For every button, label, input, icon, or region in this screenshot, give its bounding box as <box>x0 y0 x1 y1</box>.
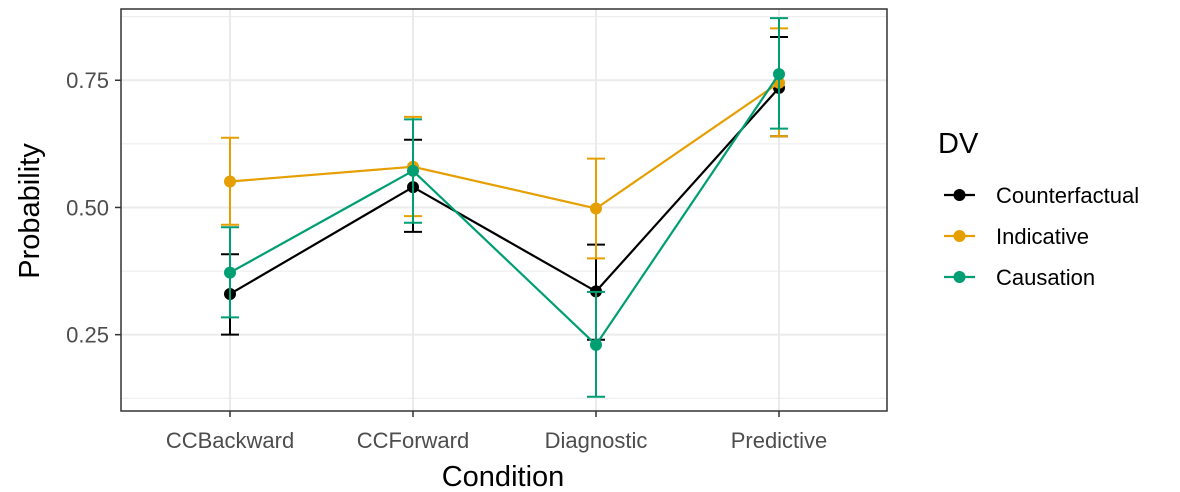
legend-label: Counterfactual <box>996 183 1139 208</box>
data-point <box>590 202 602 215</box>
x-tick-label: Predictive <box>731 428 828 453</box>
y-tick-label: 0.25 <box>66 323 109 348</box>
x-tick-label: Diagnostic <box>545 428 648 453</box>
data-point <box>590 338 602 351</box>
legend-key-point <box>953 230 966 242</box>
series-line <box>229 81 780 210</box>
series-line <box>229 87 780 295</box>
legend-label: Indicative <box>996 224 1089 249</box>
legend-title: DV <box>938 128 979 160</box>
legend-key-point <box>953 271 966 283</box>
series-line <box>229 73 780 347</box>
legend: DV Counterfactual Indicative Causation <box>938 128 1139 290</box>
data-marks <box>221 17 788 398</box>
x-tick-label: CCForward <box>357 428 469 453</box>
data-point <box>224 266 236 279</box>
x-axis-title: Condition <box>442 461 565 492</box>
series-causation <box>221 17 788 398</box>
legend-item-indicative: Indicative <box>944 224 1089 249</box>
legend-item-causation: Causation <box>944 265 1095 290</box>
legend-label: Causation <box>996 265 1095 290</box>
y-tick-label: 0.50 <box>66 195 109 220</box>
plot-panel <box>121 9 887 411</box>
data-point <box>407 164 419 177</box>
y-axis-title: Probability <box>14 143 46 279</box>
legend-key-point <box>953 189 966 201</box>
panel-background <box>121 9 887 411</box>
x-tick-label: CCBackward <box>166 428 294 453</box>
y-tick-label: 0.75 <box>66 68 109 93</box>
legend-item-counterfactual: Counterfactual <box>944 183 1139 208</box>
data-point <box>224 175 236 188</box>
panel-border <box>120 8 888 412</box>
data-point <box>773 68 785 81</box>
axes: 0.25 0.50 0.75 CCBackward CCForward Diagnosti… <box>66 68 827 453</box>
